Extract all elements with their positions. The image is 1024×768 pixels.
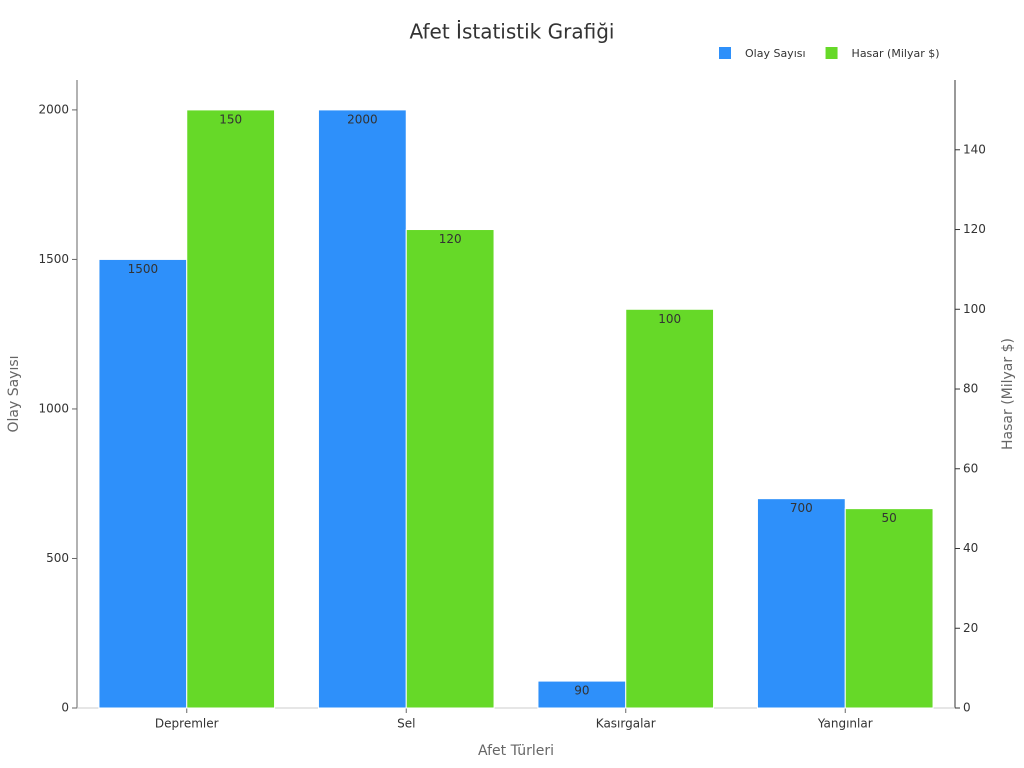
legend-swatch [825, 47, 838, 59]
chart-title: Afet İstatistik Grafiği [410, 20, 615, 44]
y-axis-label: Olay Sayısı [6, 355, 22, 432]
data-label: 90 [574, 684, 589, 698]
y2-tick-label: 80 [963, 382, 978, 396]
data-label: 150 [219, 112, 242, 126]
bar [186, 109, 276, 709]
y2-tick-label: 100 [963, 302, 986, 316]
y-tick-label: 1500 [38, 252, 69, 266]
x-tick-label: Kasırgalar [596, 717, 656, 731]
legend-label: Hasar (Milyar $) [852, 47, 940, 60]
bar [98, 258, 188, 709]
x-axis-label: Afet Türleri [478, 743, 554, 759]
bar [405, 229, 495, 709]
x-tick-label: Yangınlar [817, 717, 873, 731]
legend-swatch [719, 47, 731, 59]
x-tick-label: Sel [397, 717, 415, 731]
bar [317, 109, 407, 709]
data-label: 50 [882, 511, 897, 525]
y-tick-label: 0 [61, 701, 69, 715]
y2-tick-label: 120 [963, 222, 986, 236]
x-tick-label: Depremler [155, 717, 219, 731]
y2-tick-label: 20 [963, 621, 978, 635]
y2-tick-label: 0 [963, 701, 971, 715]
y2-axis-label: Hasar (Milyar $) [1000, 338, 1016, 450]
y-tick-label: 1000 [38, 401, 69, 415]
y2-tick-label: 40 [963, 541, 978, 555]
data-label: 1500 [128, 262, 159, 276]
data-label: 120 [439, 232, 462, 246]
data-label: 700 [790, 501, 813, 515]
y2-tick-label: 140 [963, 142, 986, 156]
data-label: 2000 [347, 112, 378, 126]
bar [756, 498, 846, 709]
bar [844, 508, 934, 709]
bar [537, 680, 627, 709]
y-tick-label: 500 [46, 551, 69, 565]
y2-tick-label: 60 [963, 461, 978, 475]
bar [625, 308, 715, 709]
y-tick-label: 2000 [38, 102, 69, 116]
legend-label: Olay Sayısı [745, 47, 806, 60]
data-label: 100 [658, 312, 681, 326]
